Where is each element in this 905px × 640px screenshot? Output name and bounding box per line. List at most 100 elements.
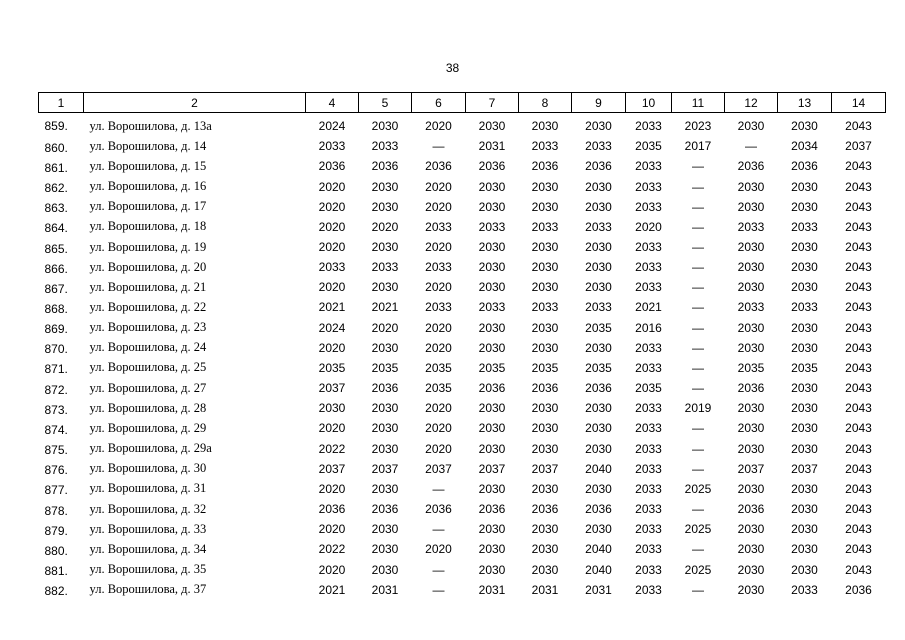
year-cell: 2043 bbox=[845, 502, 872, 517]
row-number: 862. bbox=[44, 181, 68, 196]
year-cell: 2030 bbox=[737, 199, 765, 214]
year-cell: 2043 bbox=[845, 340, 872, 355]
year-cell: 2043 bbox=[845, 159, 872, 174]
year-cell: 2030 bbox=[791, 421, 818, 436]
year-cell: 2030 bbox=[585, 401, 612, 416]
year-cell: 2037 bbox=[318, 381, 346, 396]
header-cell: 8 bbox=[518, 92, 572, 113]
year-cell: — bbox=[692, 260, 704, 275]
year-cell: 2030 bbox=[478, 421, 506, 436]
year-cell: 2030 bbox=[478, 522, 506, 537]
year-cell: 2033 bbox=[478, 219, 506, 234]
year-cell: 2030 bbox=[791, 401, 818, 416]
year-cell: 2036 bbox=[531, 502, 559, 517]
year-cell: 2033 bbox=[635, 421, 662, 436]
year-cell: 2020 bbox=[425, 340, 452, 355]
row-number: 879. bbox=[44, 523, 68, 538]
header-cell: 13 bbox=[777, 92, 832, 113]
row-number: 872. bbox=[44, 382, 68, 397]
year-cell: 2030 bbox=[585, 179, 612, 194]
year-cell: 2030 bbox=[737, 119, 765, 134]
year-cell: 2020 bbox=[371, 219, 399, 234]
year-cell: 2035 bbox=[425, 381, 452, 396]
year-cell: 2030 bbox=[737, 240, 765, 255]
table-body: 859. ул. Ворошилова, д. 13а 2024 2030 2020 20… bbox=[39, 113, 886, 600]
header-cell: 10 bbox=[625, 92, 672, 113]
year-cell: 2033 bbox=[425, 219, 452, 234]
year-cell: 2022 bbox=[318, 542, 346, 557]
year-cell: 2030 bbox=[585, 260, 612, 275]
year-cell: 2036 bbox=[585, 159, 612, 174]
year-cell: — bbox=[692, 441, 704, 456]
year-cell: 2033 bbox=[531, 219, 559, 234]
table-row: 880. ул. Ворошилова, д. 34 2022 2030 2020 203… bbox=[39, 539, 886, 559]
year-cell: 2033 bbox=[585, 139, 612, 154]
year-cell: 2030 bbox=[531, 199, 559, 214]
address-cell: ул. Ворошилова, д. 18 bbox=[89, 219, 207, 234]
year-cell: 2030 bbox=[531, 240, 559, 255]
year-cell: 2030 bbox=[737, 179, 765, 194]
year-cell: 2043 bbox=[845, 542, 872, 557]
table-row: 863. ул. Ворошилова, д. 17 2020 2030 2020 203… bbox=[39, 197, 886, 217]
year-cell: 2020 bbox=[425, 401, 452, 416]
year-cell: 2030 bbox=[585, 199, 612, 214]
address-cell: ул. Ворошилова, д. 30 bbox=[89, 461, 207, 476]
year-cell: 2030 bbox=[791, 320, 818, 335]
year-cell: 2020 bbox=[318, 280, 346, 295]
year-cell: 2030 bbox=[371, 340, 399, 355]
year-cell: 2033 bbox=[318, 139, 346, 154]
year-cell: 2037 bbox=[371, 461, 399, 476]
year-cell: 2030 bbox=[737, 421, 765, 436]
year-cell: 2035 bbox=[478, 360, 506, 375]
year-cell: 2023 bbox=[684, 119, 712, 134]
year-cell: 2020 bbox=[425, 542, 452, 557]
address-cell: ул. Ворошилова, д. 20 bbox=[89, 259, 207, 274]
year-cell: 2030 bbox=[585, 340, 612, 355]
year-cell: 2020 bbox=[425, 179, 452, 194]
year-cell: 2037 bbox=[318, 461, 346, 476]
year-cell: 2030 bbox=[791, 441, 818, 456]
year-cell: — bbox=[432, 139, 445, 154]
year-cell: 2030 bbox=[585, 441, 612, 456]
year-cell: 2030 bbox=[318, 401, 346, 416]
year-cell: 2030 bbox=[478, 340, 506, 355]
year-cell: 2030 bbox=[737, 582, 765, 597]
year-cell: 2024 bbox=[318, 119, 346, 134]
year-cell: — bbox=[692, 340, 704, 355]
year-cell: 2037 bbox=[531, 461, 559, 476]
year-cell: 2030 bbox=[371, 199, 399, 214]
year-cell: 2034 bbox=[791, 139, 818, 154]
address-cell: ул. Ворошилова, д. 25 bbox=[89, 360, 207, 375]
row-number: 865. bbox=[44, 241, 68, 256]
year-cell: — bbox=[692, 280, 704, 295]
row-number: 871. bbox=[44, 362, 68, 377]
year-cell: 2030 bbox=[791, 562, 818, 577]
year-cell: 2030 bbox=[531, 441, 559, 456]
table-row: 882. ул. Ворошилова, д. 37 2021 2031 — 2031 20… bbox=[39, 580, 886, 600]
year-cell: 2036 bbox=[585, 381, 612, 396]
year-cell: 2030 bbox=[531, 562, 559, 577]
table-row: 878. ул. Ворошилова, д. 32 2036 2036 2036 203… bbox=[39, 499, 886, 519]
year-cell: 2030 bbox=[531, 119, 559, 134]
year-cell: 2037 bbox=[737, 461, 765, 476]
row-number: 863. bbox=[44, 201, 68, 216]
address-cell: ул. Ворошилова, д. 15 bbox=[89, 158, 207, 173]
year-cell: 2020 bbox=[318, 199, 346, 214]
year-cell: 2030 bbox=[737, 260, 765, 275]
year-cell: 2021 bbox=[371, 300, 399, 315]
year-cell: 2030 bbox=[478, 280, 506, 295]
year-cell: 2040 bbox=[585, 542, 612, 557]
year-cell: 2035 bbox=[737, 360, 765, 375]
year-cell: — bbox=[432, 522, 445, 537]
year-cell: 2030 bbox=[791, 119, 818, 134]
table-row: 866. ул. Ворошилова, д. 20 2033 2033 2033 203… bbox=[39, 257, 886, 277]
year-cell: 2043 bbox=[845, 441, 872, 456]
table-row: 881. ул. Ворошилова, д. 35 2020 2030 — 2030 20… bbox=[39, 559, 886, 579]
row-number: 880. bbox=[44, 543, 68, 558]
year-cell: 2020 bbox=[425, 421, 452, 436]
address-cell: ул. Ворошилова, д. 35 bbox=[89, 562, 207, 577]
row-number: 875. bbox=[44, 443, 68, 458]
year-cell: 2033 bbox=[635, 280, 662, 295]
year-cell: 2035 bbox=[318, 360, 346, 375]
